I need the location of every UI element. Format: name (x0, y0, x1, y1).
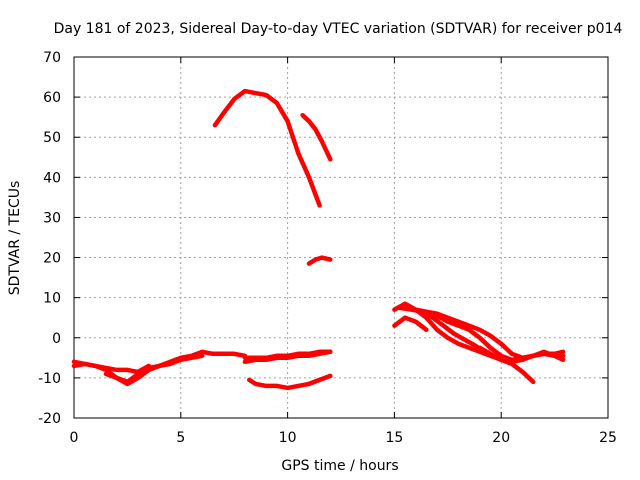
y-tick-label: 0 (52, 331, 61, 347)
x-tick-label: 15 (385, 430, 403, 446)
series-arc-3 (103, 353, 205, 387)
series-arc-8 (300, 112, 333, 162)
series-arc-15 (392, 315, 429, 333)
data-series (71, 88, 566, 391)
x-tick-label: 25 (599, 430, 617, 446)
axis-ticks (73, 56, 609, 419)
plot-frame (73, 56, 609, 419)
y-tick-label: 10 (43, 291, 61, 307)
x-axis-label: GPS time / hours (281, 458, 398, 474)
y-tick-label: -10 (38, 371, 61, 387)
x-tick-label: 0 (70, 430, 79, 446)
series-arc-2 (71, 359, 152, 375)
y-tick-label: 70 (43, 50, 61, 66)
series-arc-7 (212, 88, 322, 208)
x-tick-label: 5 (176, 430, 185, 446)
x-tick-label: 10 (279, 430, 297, 446)
chart-title: Day 181 of 2023, Sidereal Day-to-day VTE… (54, 21, 623, 37)
series-arc-10 (392, 301, 536, 385)
series-arc-5 (242, 349, 333, 365)
y-tick-label: -20 (38, 411, 61, 427)
axis-tick-labels: 0 5 10 15 20 25 -20 -10 0 10 20 30 40 50 60 70 (38, 50, 617, 446)
series-arc-6 (246, 373, 333, 391)
series-arc-14 (477, 345, 566, 365)
y-tick-label: 50 (43, 130, 61, 146)
y-tick-label: 30 (43, 210, 61, 226)
y-tick-label: 20 (43, 251, 61, 267)
x-tick-label: 20 (492, 430, 510, 446)
y-axis-label: SDTVAR / TECUs (7, 181, 23, 296)
y-tick-label: 40 (43, 170, 61, 186)
series-arc-9 (306, 255, 333, 266)
y-tick-label: 60 (43, 90, 61, 106)
grid (74, 57, 608, 418)
